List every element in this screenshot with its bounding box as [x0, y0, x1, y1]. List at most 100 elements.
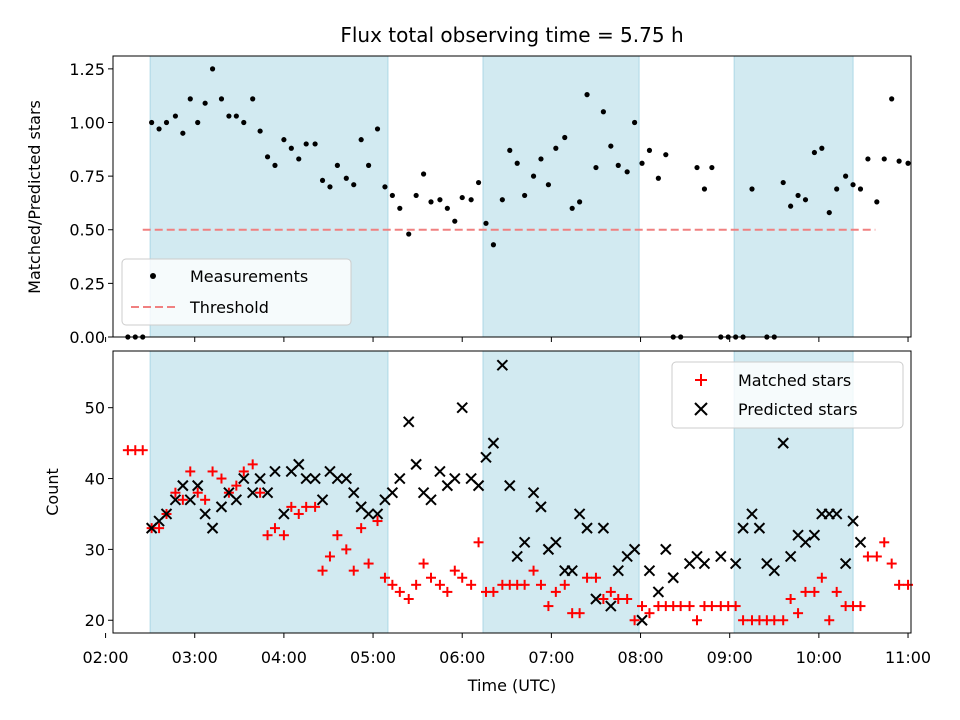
- predicted-star-point: [449, 472, 461, 485]
- measurement-point: [374, 126, 381, 132]
- measurement-point: [351, 182, 357, 188]
- measurement-point: [522, 192, 528, 199]
- measurement-point: [195, 119, 201, 126]
- predicted-star-point: [456, 401, 468, 414]
- count-legend-box: [671, 361, 904, 429]
- predicted-star-point: [238, 472, 250, 485]
- matched-star-point: [348, 565, 359, 576]
- measurement-point: [180, 130, 186, 136]
- predicted-star-point: [254, 472, 266, 485]
- y-tick-label: 0.50: [69, 221, 105, 240]
- measurement-point: [241, 119, 247, 126]
- measurement-point: [389, 192, 395, 199]
- measurement-point: [312, 141, 318, 147]
- measurement-point: [459, 194, 465, 201]
- matched-star-point: [449, 565, 460, 576]
- matched-star-point: [411, 579, 422, 590]
- predicted-star-point: [652, 586, 665, 598]
- matched-star-point: [809, 586, 820, 597]
- measurement-point: [202, 100, 208, 106]
- measurement-point: [218, 96, 225, 102]
- predicted-star-point: [581, 522, 593, 534]
- observing-window-bands: [149, 55, 854, 338]
- ratio-legend-box: [121, 258, 352, 326]
- predicted-star-point: [777, 437, 789, 449]
- predicted-star-point: [261, 487, 274, 499]
- measurement-point: [694, 164, 700, 171]
- matched-star-point: [785, 593, 796, 604]
- matched-star-point: [457, 572, 468, 583]
- matched-star-point: [387, 579, 398, 590]
- measurement-point: [615, 162, 621, 168]
- matched-star-point: [894, 579, 905, 590]
- ratio-legend: Measurements Threshold: [121, 258, 352, 326]
- matched-stars-points: [122, 445, 914, 626]
- matched-star-point: [301, 501, 312, 512]
- measurement-point: [514, 160, 520, 166]
- measurement-point: [172, 113, 179, 119]
- predicted-star-point: [206, 522, 219, 534]
- matched-star-point: [778, 615, 789, 626]
- predicted-stars-points: [145, 359, 867, 626]
- measurement-point: [149, 119, 155, 126]
- predicted-star-point: [169, 494, 182, 506]
- matched-star-point: [793, 608, 804, 619]
- ratio-y-ticks: 0.00 0.25 0.50 0.75 1.00 1.25: [69, 60, 113, 347]
- matched-star-point: [379, 572, 390, 583]
- predicted-star-point: [535, 501, 547, 513]
- predicted-star-point: [511, 550, 523, 563]
- measurement-point: [553, 145, 559, 151]
- measurement-point: [475, 179, 482, 186]
- measurement-point: [382, 184, 388, 190]
- predicted-star-point: [362, 508, 375, 520]
- matched-star-point: [269, 523, 280, 534]
- measurement-point: [843, 173, 849, 179]
- matched-star-point: [200, 494, 211, 505]
- predicted-star-point: [394, 472, 406, 485]
- predicted-star-point: [293, 458, 305, 471]
- matched-star-point: [473, 537, 484, 548]
- predicted-star-point: [566, 564, 578, 577]
- matched-star-point: [216, 473, 227, 484]
- matched-star-point: [629, 615, 640, 626]
- matched-star-point: [286, 501, 297, 512]
- matched-star-point: [403, 593, 414, 604]
- measurement-point: [881, 156, 887, 162]
- predicted-star-point: [496, 359, 509, 371]
- matched-star-point: [363, 558, 374, 569]
- matched-star-point: [879, 537, 890, 548]
- matched-star-point: [426, 572, 437, 583]
- predicted-star-point: [184, 494, 196, 506]
- predicted-star-point: [612, 564, 624, 577]
- y-tick-label: 1.00: [69, 113, 105, 132]
- measurement-point: [250, 96, 256, 102]
- matched-star-point: [247, 459, 258, 470]
- predicted-star-point: [799, 536, 812, 549]
- measurement-point: [788, 203, 794, 209]
- predicted-star-point: [215, 501, 228, 513]
- predicted-star-point: [480, 451, 492, 463]
- observing-window-2: [482, 55, 640, 338]
- predicted-star-point: [746, 508, 758, 520]
- x-axis-label: Time (UTC): [467, 676, 556, 695]
- ratio-y-axis-label: Matched/Predicted stars: [25, 100, 44, 294]
- measurement-point: [406, 231, 412, 237]
- measurement-point: [507, 147, 513, 153]
- predicted-star-point: [839, 557, 852, 570]
- measurement-point: [257, 128, 263, 134]
- measurement-point: [264, 154, 271, 160]
- measurement-point: [663, 152, 669, 158]
- measurement-point: [499, 197, 505, 203]
- measurement-point: [288, 145, 294, 151]
- predicted-star-point: [472, 479, 485, 492]
- predicted-star-point: [278, 508, 290, 520]
- y-tick-label: 0.75: [69, 167, 105, 186]
- matched-star-point: [550, 586, 561, 597]
- x-tick-label: 06:00: [439, 648, 485, 667]
- predicted-star-point: [246, 487, 259, 499]
- predicted-star-point: [854, 536, 867, 549]
- measurement-point: [303, 141, 309, 147]
- x-tick-label: 04:00: [261, 648, 307, 667]
- measurement-point: [749, 186, 755, 192]
